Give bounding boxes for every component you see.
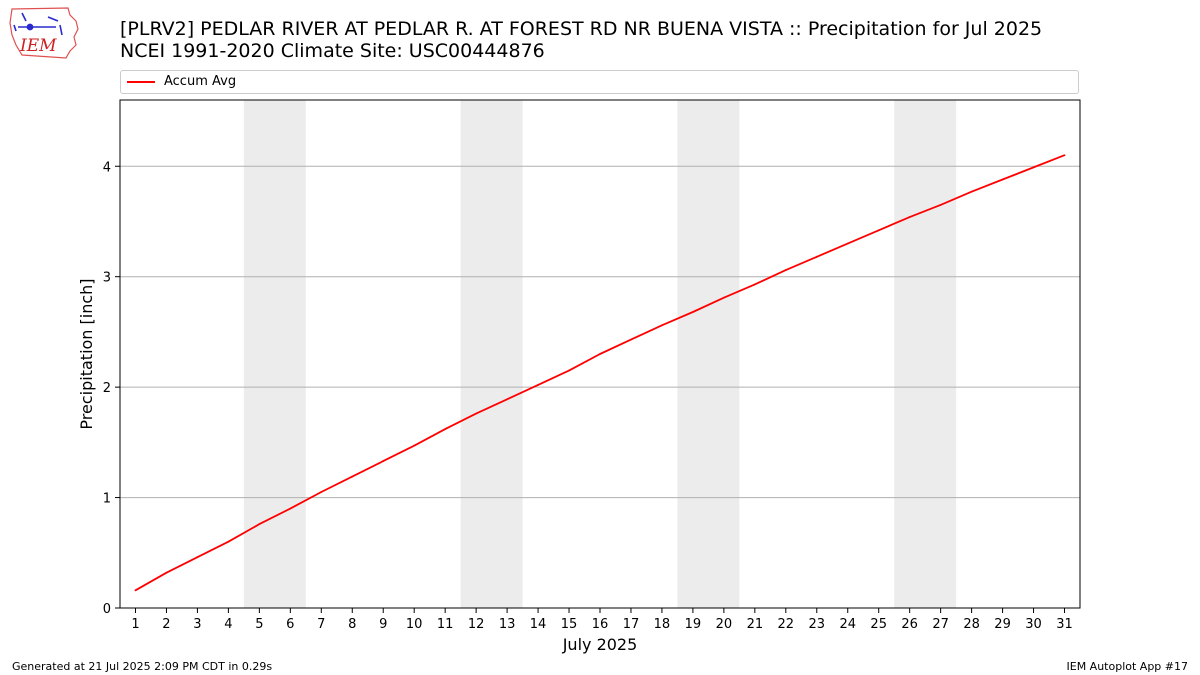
y-tick-label: 1 <box>103 492 111 507</box>
logo-text: IEM <box>19 36 57 56</box>
x-tick-label: 4 <box>224 617 232 632</box>
app-credit: IEM Autoplot App #17 <box>1066 660 1189 673</box>
data-point <box>1001 178 1004 181</box>
x-tick-label: 12 <box>468 617 485 632</box>
y-tick-label: 3 <box>103 271 111 286</box>
x-tick-label: 13 <box>499 617 516 632</box>
y-axis-label: Precipitation [inch] <box>77 278 96 429</box>
x-tick-label: 21 <box>747 617 764 632</box>
data-point <box>506 398 508 401</box>
data-point <box>475 412 478 415</box>
y-tick-label: 0 <box>103 602 111 617</box>
data-point <box>196 556 199 559</box>
y-tick-label: 2 <box>103 381 111 396</box>
x-tick-label: 29 <box>994 617 1011 632</box>
weekend-bands <box>243 100 957 608</box>
x-tick-label: 8 <box>348 617 356 632</box>
data-point <box>1032 166 1035 169</box>
x-tick-label: 17 <box>623 617 640 632</box>
data-point <box>692 311 694 313</box>
x-tick-label: 1 <box>131 617 139 632</box>
x-tick-label: 19 <box>685 617 702 632</box>
x-axis-ticks: 1 2 3 4 5 6 7 8 9 10 11 12 13 14 15 16 17 18 19 20 21 22 23 24 2… <box>131 608 1073 632</box>
data-point <box>351 475 354 478</box>
weekend-band <box>460 100 523 608</box>
weather-station-icon <box>13 12 63 36</box>
series-layer <box>134 154 1066 592</box>
data-point <box>227 540 230 543</box>
y-tick-label: 4 <box>103 160 111 175</box>
data-point <box>970 190 973 193</box>
data-point <box>630 338 632 341</box>
data-point <box>320 491 323 493</box>
x-tick-label: 6 <box>286 617 294 632</box>
data-point <box>908 216 911 218</box>
generated-timestamp: Generated at 21 Jul 2025 2:09 PM CDT in … <box>12 660 273 673</box>
x-tick-label: 11 <box>437 617 454 632</box>
x-tick-label: 26 <box>901 617 918 632</box>
data-point <box>382 460 385 463</box>
data-point <box>846 242 849 245</box>
data-point <box>1063 154 1066 157</box>
iem-logo: IEM <box>9 7 79 59</box>
chart-legend: Accum Avg <box>120 70 1079 94</box>
x-tick-label: 16 <box>592 617 609 632</box>
x-tick-label: 23 <box>809 617 826 632</box>
x-tick-label: 18 <box>654 617 671 632</box>
data-point <box>939 204 942 206</box>
x-tick-label: 31 <box>1056 617 1073 632</box>
legend-swatch-accum-avg <box>127 81 155 83</box>
x-tick-label: 3 <box>193 617 201 632</box>
data-point <box>722 296 725 299</box>
legend-label-accum-avg: Accum Avg <box>164 74 237 89</box>
x-tick-label: 22 <box>778 617 795 632</box>
x-tick-label: 7 <box>317 617 325 632</box>
x-tick-label: 2 <box>162 617 170 632</box>
y-axis-ticks: 0 1 2 3 4 <box>103 160 120 617</box>
data-point <box>165 571 168 574</box>
chart-subtitle: NCEI 1991-2020 Climate Site: USC00444876 <box>120 40 545 62</box>
weekend-band <box>677 100 740 608</box>
x-tick-label: 10 <box>406 617 423 632</box>
x-tick-label: 30 <box>1025 617 1042 632</box>
data-point <box>134 589 137 592</box>
data-point <box>289 507 292 510</box>
iowa-outline-icon <box>9 7 79 59</box>
data-point <box>599 353 601 355</box>
x-tick-label: 20 <box>716 617 733 632</box>
x-tick-label: 5 <box>255 617 263 632</box>
x-tick-label: 15 <box>561 617 578 632</box>
x-tick-label: 9 <box>379 617 387 632</box>
data-point <box>568 369 570 372</box>
y-gridlines <box>120 165 1080 499</box>
data-point <box>258 523 261 525</box>
x-tick-label: 25 <box>870 617 887 632</box>
x-tick-label: 28 <box>963 617 980 632</box>
weekend-band <box>243 100 306 608</box>
x-tick-label: 27 <box>932 617 949 632</box>
data-point <box>413 444 416 447</box>
x-axis-label: July 2025 <box>562 635 638 654</box>
data-point <box>537 384 539 386</box>
data-point <box>444 428 447 430</box>
data-point <box>784 269 787 271</box>
data-point <box>753 283 756 286</box>
weekend-band <box>894 100 957 608</box>
data-point <box>661 324 663 327</box>
data-point <box>815 255 818 258</box>
chart-title: [PLRV2] PEDLAR RIVER AT PEDLAR R. AT FOR… <box>120 18 1043 40</box>
x-tick-label: 24 <box>839 617 856 632</box>
x-tick-label: 14 <box>530 617 547 632</box>
data-point <box>877 229 880 232</box>
